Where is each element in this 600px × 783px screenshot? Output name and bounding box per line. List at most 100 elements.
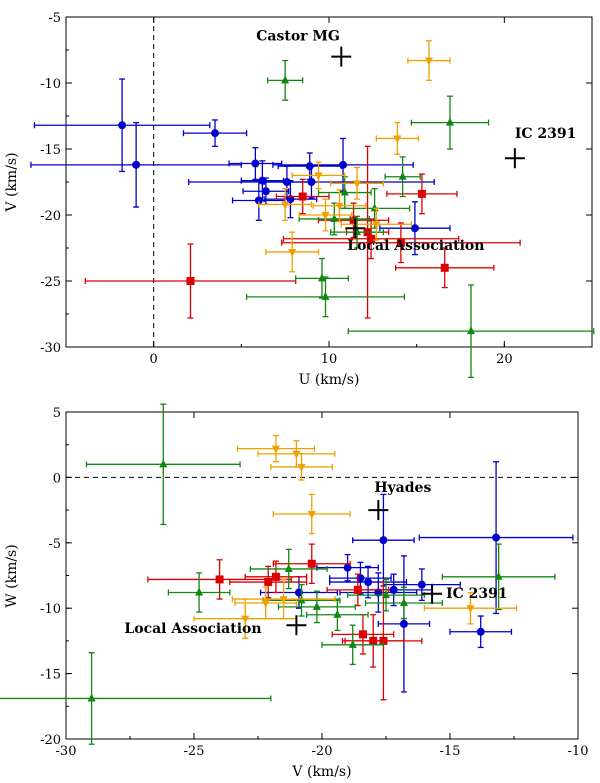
circle-marker: [476, 627, 485, 636]
circle-marker: [211, 129, 220, 138]
data-point-triangle-down-orange: [236, 434, 315, 463]
triangle-down-marker: [307, 511, 316, 520]
triangle-down-marker: [241, 615, 250, 624]
cross-label: Local Association: [347, 238, 484, 254]
data-point-triangle-down-orange: [312, 189, 367, 223]
circle-marker: [254, 196, 263, 205]
triangle-down-marker: [281, 201, 290, 210]
triangle-up-marker: [445, 117, 454, 126]
data-point-triangle-up-green: [167, 572, 231, 613]
vw-y-axis-label: W (km/s): [4, 544, 20, 607]
group-cross: Hyades: [368, 480, 431, 521]
cross-label: IC 2391: [446, 586, 508, 602]
data-point-triangle-up-green: [295, 257, 349, 299]
data-point-circle-blue: [33, 78, 211, 173]
data-point-triangle-down-orange: [330, 166, 385, 200]
data-point-circle-blue: [339, 572, 418, 613]
circle-marker: [399, 619, 408, 628]
data-point-triangle-up-green: [317, 176, 372, 210]
y-tick-label: -20: [40, 209, 61, 224]
triangle-up-marker: [494, 571, 503, 580]
group-cross: IC 2391: [504, 126, 577, 169]
data-point-triangle-up-green: [410, 95, 490, 150]
triangle-up-marker: [284, 563, 293, 572]
triangle-up-marker: [370, 203, 379, 212]
uv-ticks: 0 10 20 -30 -25 -20 -15 -10 -5: [40, 11, 593, 367]
data-point-triangle-down-orange: [265, 231, 320, 273]
x-tick-label: -20: [312, 744, 333, 759]
data-point-circle-blue: [379, 201, 451, 256]
y-tick-label: -10: [40, 77, 61, 92]
circle-marker: [261, 187, 270, 196]
data-point-circle-blue: [449, 615, 513, 649]
data-point-triangle-down-orange: [423, 591, 518, 625]
triangle-down-marker: [466, 605, 475, 614]
data-point-square-red: [281, 222, 521, 264]
triangle-down-marker: [393, 135, 402, 144]
data-point-triangle-up-green: [321, 624, 385, 666]
vw-plot-frame: [65, 411, 579, 740]
data-point-triangle-down-orange: [340, 207, 413, 241]
data-point-triangle-down-orange: [270, 453, 333, 481]
square-marker: [298, 192, 307, 201]
vw-group-crosses: Hyades IC 2391 Local Association: [124, 480, 507, 637]
data-point-square-red: [326, 573, 390, 607]
triangle-up-marker: [330, 213, 339, 222]
square-marker: [379, 636, 388, 645]
y-tick-label: 5: [53, 406, 61, 421]
triangle-down-marker: [292, 450, 301, 459]
x-tick-label: 10: [321, 352, 338, 367]
data-point-triangle-down-orange: [257, 440, 336, 468]
x-tick-label: -30: [56, 744, 77, 759]
triangle-up-marker: [317, 273, 326, 282]
uv-group-crosses: Castor MG IC 2391 Local Association: [256, 29, 576, 255]
data-point-square-red: [244, 560, 308, 594]
data-point-triangle-down-orange: [234, 586, 298, 620]
square-marker: [186, 277, 195, 285]
uv-scatter-panel: 0 10 20 -30 -25 -20 -15 -10 -5 Castor MG IC 2391 L…: [4, 11, 595, 388]
triangle-up-marker: [333, 609, 342, 618]
data-point-triangle-up-green: [384, 156, 421, 198]
data-point-square-red: [386, 173, 458, 215]
vw-scatter-panel: -30 -25 -20 -15 -10 -20 -15 -10 -5 0 5 Hyades IC 23…: [0, 403, 589, 780]
cross-label: IC 2391: [515, 126, 577, 142]
data-point-circle-blue: [188, 165, 435, 199]
group-cross: IC 2391: [422, 583, 508, 604]
data-point-circle-blue: [231, 180, 286, 221]
data-point-circle-blue: [228, 147, 283, 181]
circle-marker: [118, 121, 127, 130]
group-cross: Castor MG: [256, 29, 352, 67]
triangle-up-marker: [467, 326, 476, 335]
data-point-circle-blue: [418, 461, 574, 615]
x-tick-label: -10: [568, 744, 589, 759]
triangle-down-marker: [424, 57, 433, 66]
data-point-triangle-down-orange: [375, 121, 420, 155]
triangle-down-marker: [261, 599, 270, 608]
data-point-circle-blue: [263, 180, 318, 219]
data-point-triangle-up-green: [277, 590, 356, 624]
y-tick-label: -5: [48, 11, 61, 26]
vw-data-marks: [0, 403, 574, 745]
data-point-circle-blue: [182, 119, 248, 148]
x-tick-label: -25: [184, 744, 205, 759]
triangle-up-marker: [159, 459, 168, 468]
data-point-triangle-up-green: [249, 548, 328, 590]
circle-marker: [389, 585, 398, 594]
triangle-up-marker: [87, 693, 96, 702]
data-point-triangle-down-orange: [258, 187, 313, 221]
triangle-up-marker: [312, 601, 321, 610]
data-point-triangle-down-orange: [298, 198, 353, 232]
cross-label: Local Association: [124, 621, 261, 637]
data-point-circle-blue: [316, 553, 379, 582]
triangle-down-marker: [321, 212, 330, 220]
circle-marker: [339, 160, 348, 169]
data-point-triangle-up-green: [85, 403, 241, 526]
data-point-square-red: [331, 614, 395, 655]
uv-x-axis-label: U (km/s): [299, 372, 360, 388]
data-point-square-red: [394, 247, 495, 289]
square-marker: [271, 572, 280, 581]
data-point-triangle-up-green: [0, 652, 272, 745]
data-point-triangle-down-orange: [291, 161, 346, 190]
triangle-up-marker: [399, 597, 408, 606]
